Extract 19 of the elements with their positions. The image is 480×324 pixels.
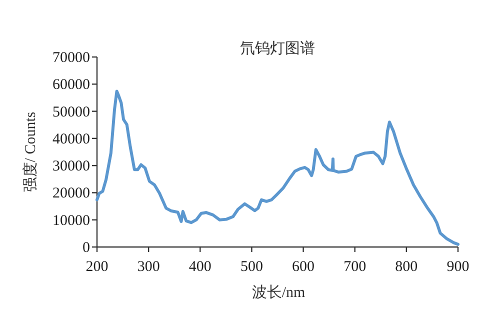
y-axis-title: 强度/ Counts <box>22 112 39 192</box>
x-axis-title: 波长/nm <box>252 284 306 301</box>
x-tick-label: 300 <box>137 259 160 275</box>
y-tick-label: 50000 <box>52 104 90 120</box>
chart-title: 氘钨灯图谱 <box>240 40 315 57</box>
y-tick-label: 20000 <box>52 186 90 202</box>
y-tick-label: 10000 <box>52 212 90 229</box>
x-tick-label: 700 <box>344 259 366 275</box>
x-tick-label: 900 <box>446 259 470 275</box>
y-tick-label: 0 <box>82 240 90 256</box>
x-tick-label: 600 <box>292 259 315 275</box>
x-tick-label: 400 <box>188 259 212 275</box>
y-tick-label: 40000 <box>52 131 90 148</box>
x-tick-label: 500 <box>240 259 263 275</box>
y-tick-label: 30000 <box>52 158 90 175</box>
x-tick-label: 200 <box>86 259 108 275</box>
x-tick-label: 800 <box>395 259 418 275</box>
y-tick-label: 60000 <box>52 77 90 94</box>
y-tick-label: 70000 <box>52 50 90 66</box>
